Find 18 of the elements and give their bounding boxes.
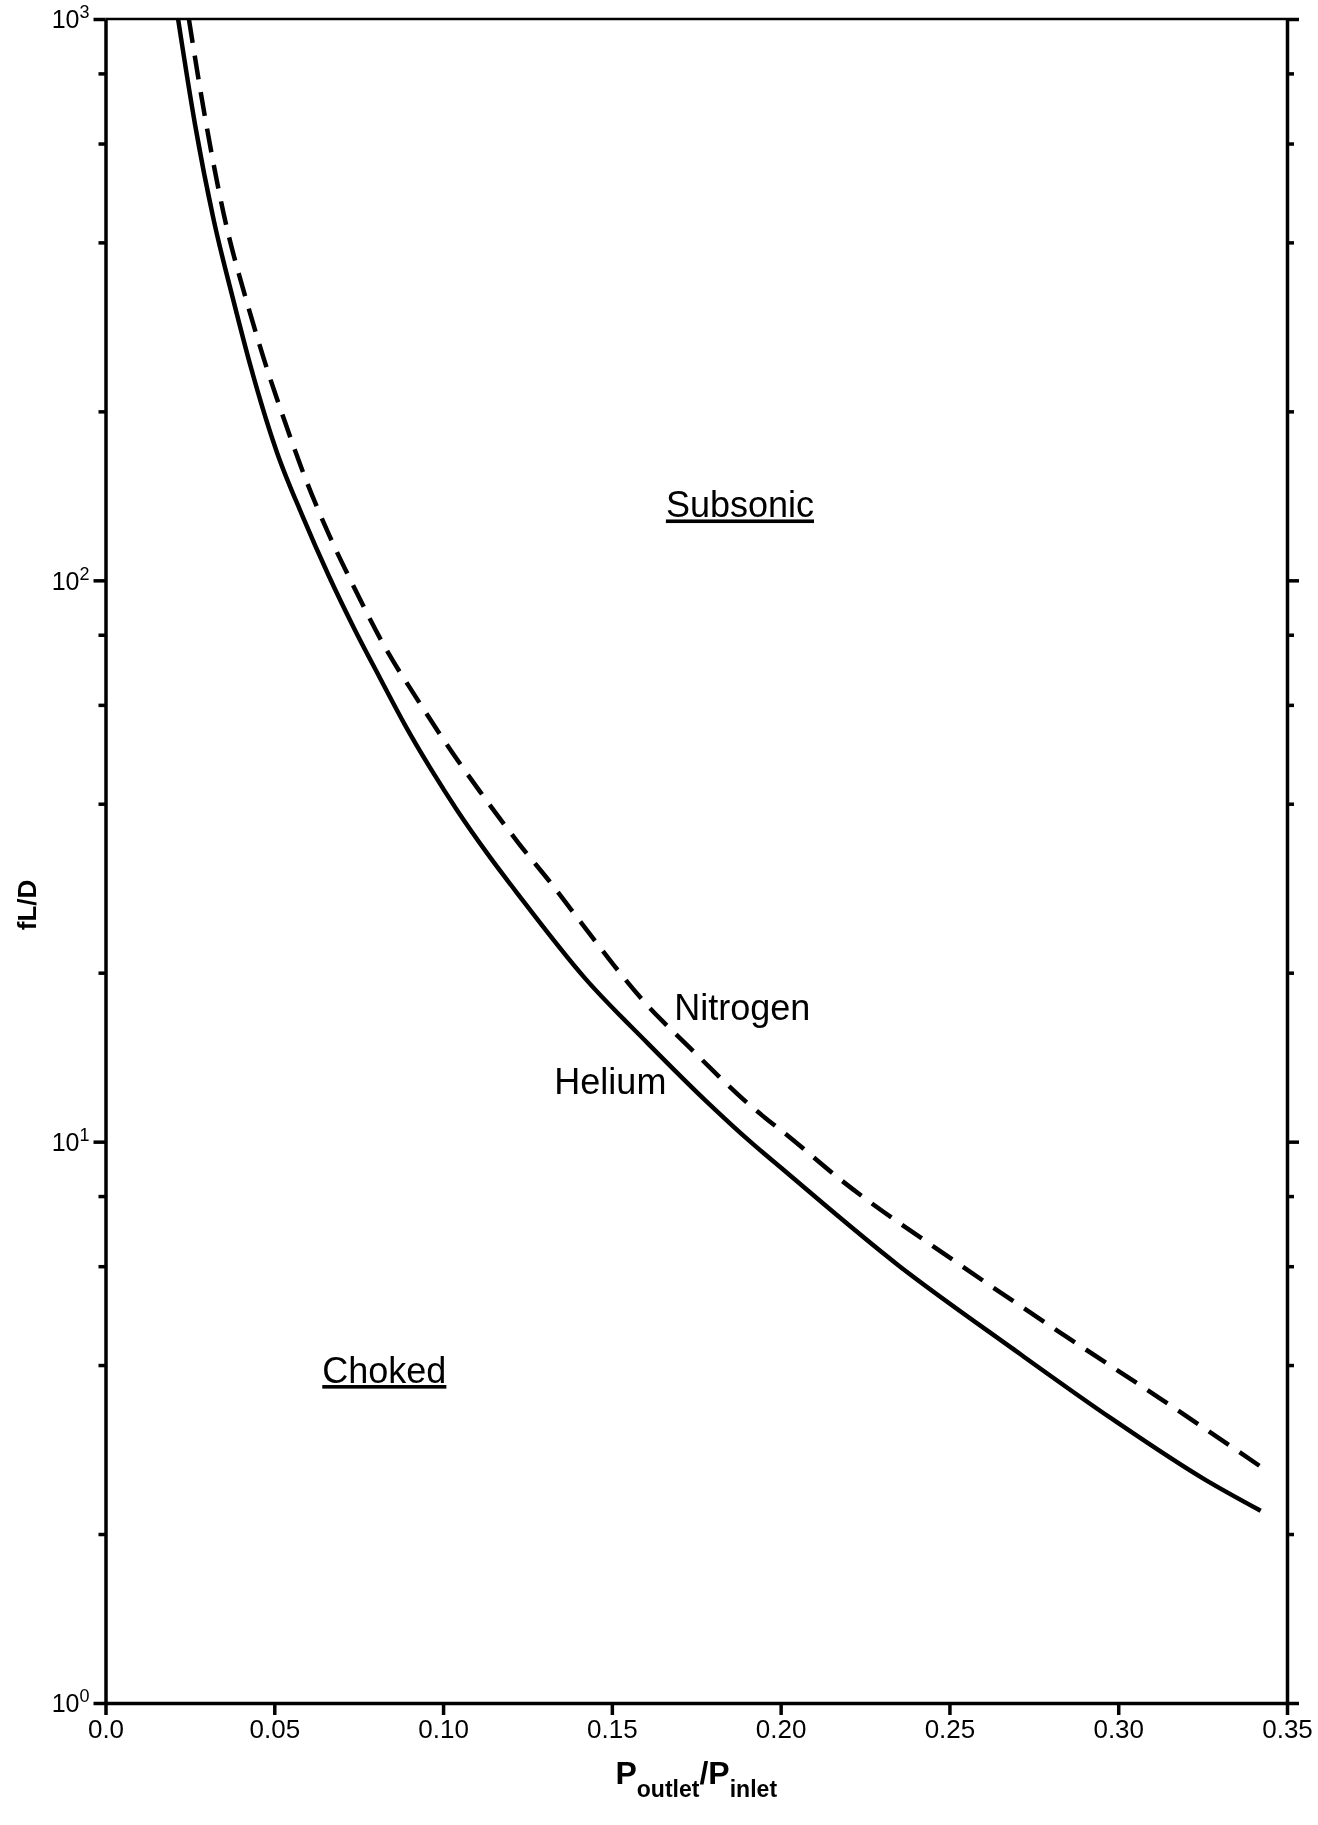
x-tick-label: 0.05 (249, 1714, 301, 1745)
x-axis-title: P$_{outlet}$/P$_{inlet}$ (615, 1755, 778, 1802)
annotation: Subsonic (665, 484, 815, 526)
x-tick-label: 0.0 (87, 1714, 125, 1745)
x-tick-label: 0.20 (755, 1714, 807, 1745)
y-tick-label: 10$^{2}$ (51, 563, 90, 595)
annotation: Choked (322, 1350, 447, 1392)
y-tick-label: 10$^{1}$ (51, 1124, 90, 1156)
x-tick-label: 0.15 (587, 1714, 638, 1745)
x-tick-label: 0.35 (1262, 1714, 1313, 1745)
y-tick-label: 10$^{0}$ (51, 1686, 90, 1718)
x-tick-label: 0.30 (1093, 1714, 1145, 1745)
y-axis-title: fL/D (12, 879, 42, 931)
y-tick-label: 10$^{3}$ (51, 2, 90, 34)
series-label: Helium (554, 1061, 667, 1103)
x-tick-label: 0.25 (924, 1714, 976, 1745)
x-tick-label: 0.10 (418, 1714, 469, 1745)
series-label: Nitrogen (674, 987, 811, 1029)
